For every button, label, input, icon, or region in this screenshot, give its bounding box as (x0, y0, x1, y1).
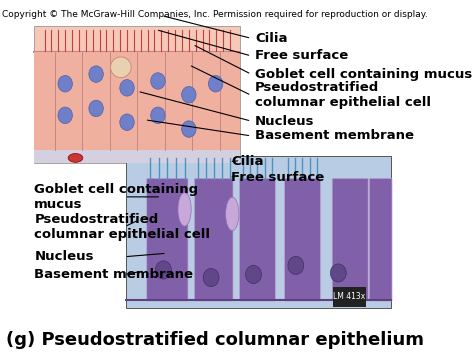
FancyBboxPatch shape (34, 52, 240, 150)
Ellipse shape (246, 266, 262, 284)
Text: Cilia: Cilia (255, 32, 288, 45)
Ellipse shape (182, 87, 196, 103)
FancyBboxPatch shape (284, 178, 320, 301)
Ellipse shape (155, 261, 171, 279)
Text: Basement membrane: Basement membrane (34, 268, 193, 281)
Text: Nucleus: Nucleus (255, 115, 315, 128)
Ellipse shape (203, 268, 219, 286)
Text: Copyright © The McGraw-Hill Companies, Inc. Permission required for reproduction: Copyright © The McGraw-Hill Companies, I… (2, 10, 428, 19)
Ellipse shape (209, 76, 223, 92)
Ellipse shape (89, 100, 103, 117)
Ellipse shape (120, 80, 134, 96)
Ellipse shape (58, 76, 73, 92)
FancyBboxPatch shape (369, 178, 392, 301)
Ellipse shape (58, 107, 73, 124)
FancyBboxPatch shape (34, 26, 240, 163)
Ellipse shape (68, 153, 83, 162)
Text: (g) Pseudostratified columnar epithelium: (g) Pseudostratified columnar epithelium (6, 331, 424, 349)
FancyBboxPatch shape (126, 156, 391, 308)
Ellipse shape (178, 193, 191, 226)
FancyBboxPatch shape (333, 287, 366, 307)
Text: Goblet cell containing
mucus: Goblet cell containing mucus (34, 183, 199, 211)
FancyBboxPatch shape (239, 178, 275, 301)
FancyBboxPatch shape (194, 178, 233, 301)
FancyBboxPatch shape (34, 150, 240, 163)
FancyBboxPatch shape (332, 178, 368, 301)
Text: Goblet cell containing mucus: Goblet cell containing mucus (255, 68, 473, 81)
Ellipse shape (330, 264, 346, 282)
Text: Basement membrane: Basement membrane (255, 130, 414, 142)
Text: Free surface: Free surface (231, 171, 324, 184)
Text: Cilia: Cilia (231, 155, 264, 168)
Ellipse shape (120, 114, 134, 130)
Ellipse shape (151, 107, 165, 124)
Text: Pseudostratified
columnar epithelial cell: Pseudostratified columnar epithelial cel… (34, 213, 210, 241)
Text: Free surface: Free surface (255, 49, 348, 62)
FancyBboxPatch shape (147, 178, 188, 301)
Ellipse shape (110, 57, 131, 77)
Ellipse shape (182, 121, 196, 137)
Text: Pseudostratified
columnar epithelial cell: Pseudostratified columnar epithelial cel… (255, 81, 431, 109)
Text: Nucleus: Nucleus (34, 250, 94, 263)
Text: LM 413x: LM 413x (333, 292, 365, 301)
Ellipse shape (151, 73, 165, 89)
Ellipse shape (226, 197, 239, 231)
Ellipse shape (89, 66, 103, 82)
Ellipse shape (288, 256, 304, 274)
